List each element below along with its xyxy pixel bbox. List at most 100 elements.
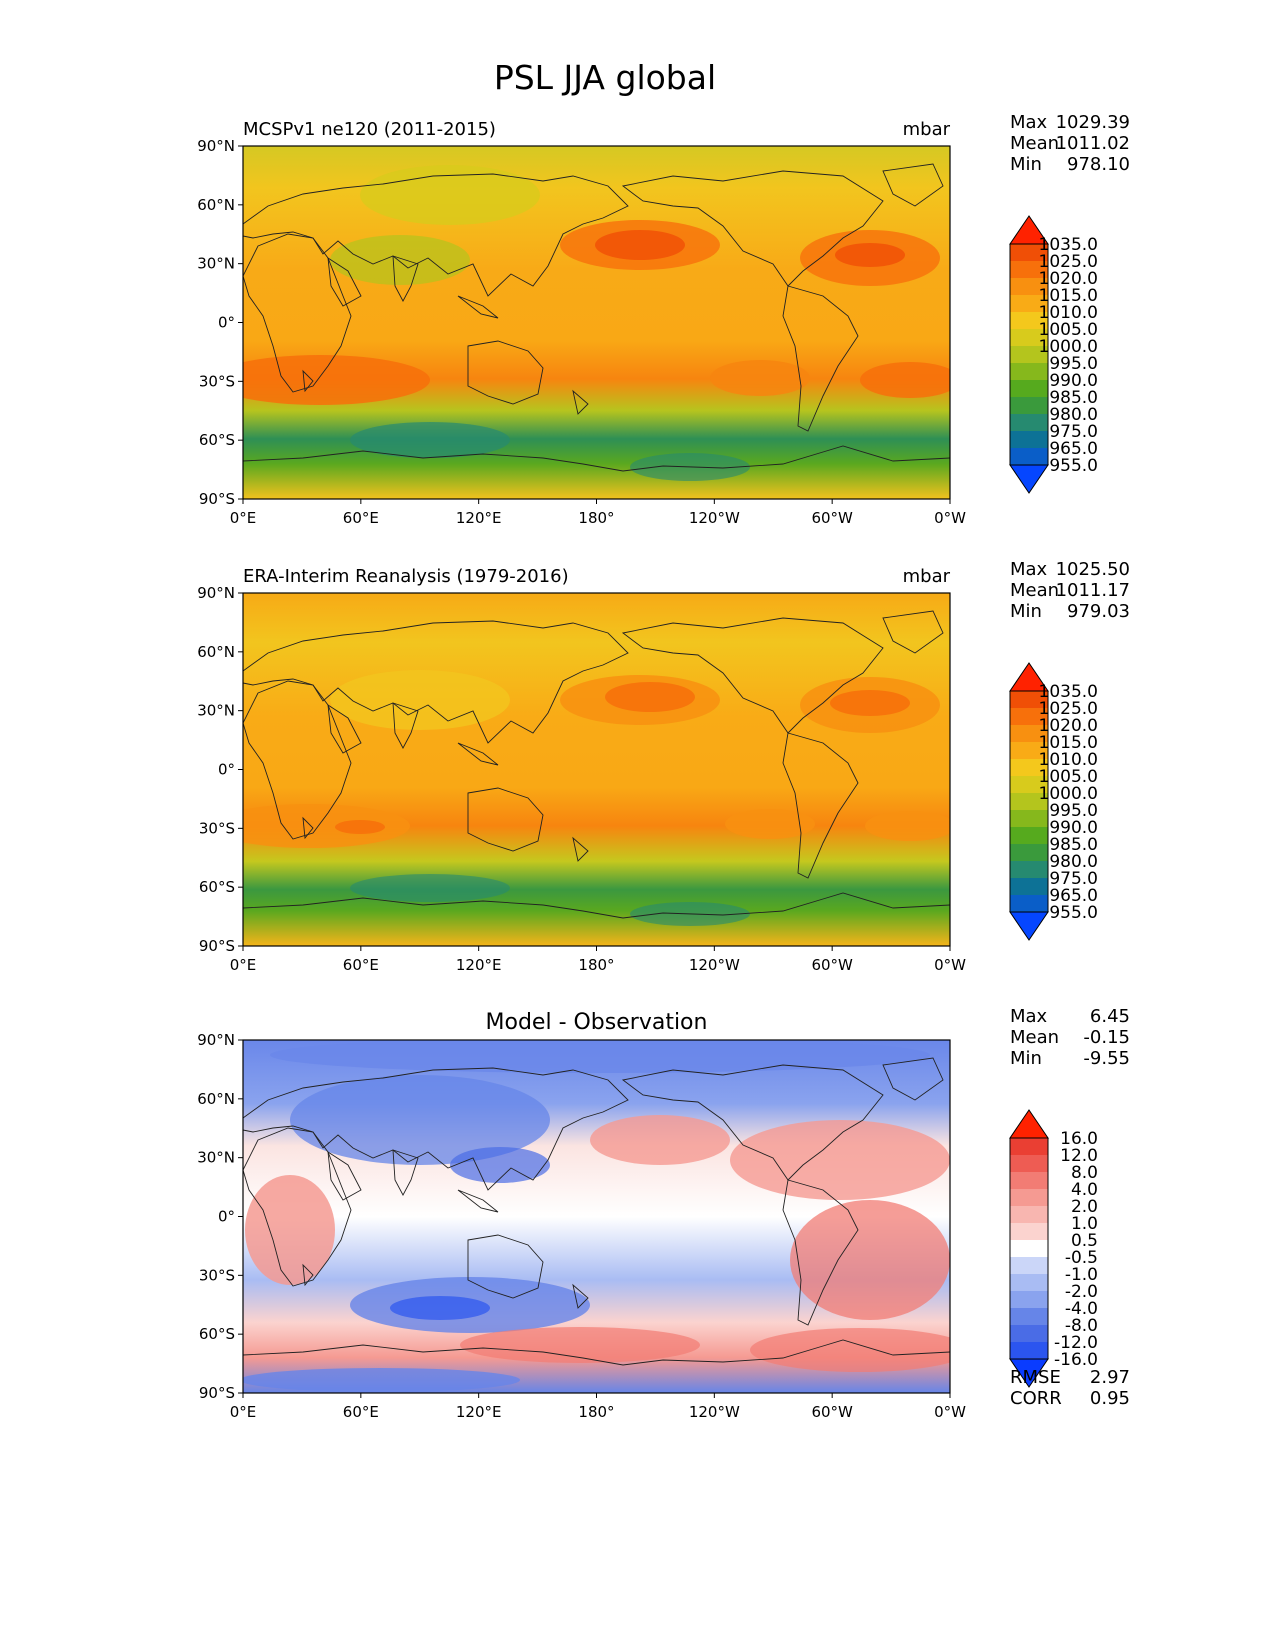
colorbar-tick-label: -8.0: [1065, 1316, 1098, 1336]
lon-tick-label: 0°E: [230, 509, 257, 527]
colorbar-tick-label: -1.0: [1065, 1265, 1098, 1285]
lat-tick-label: 90°S: [199, 1384, 235, 1402]
lon-tick-label: 120°E: [456, 956, 502, 974]
map-field-model: [243, 146, 950, 499]
panel-model: [242, 145, 951, 500]
stat-label: Max: [1010, 559, 1048, 580]
colorbar-segment: [1010, 448, 1048, 466]
units-label: mbar: [903, 566, 951, 587]
lon-tick-label: 60°E: [343, 509, 379, 527]
colorbar-segment: [1010, 329, 1048, 347]
colorbar-segment: [1010, 725, 1048, 743]
stat-value: 1011.02: [1056, 133, 1130, 154]
lat-tick-label: 90°N: [197, 584, 235, 602]
lon-tick-label: 0°W: [934, 509, 966, 527]
lat-tick-label: 0°: [218, 761, 235, 779]
lon-tick-label: 60°W: [811, 1403, 853, 1421]
colorbar-segment: [1010, 742, 1048, 760]
lon-tick-label: 120°W: [689, 509, 740, 527]
lat-tick-label: 90°N: [197, 1031, 235, 1049]
colorbar-segment: [1010, 278, 1048, 296]
lon-tick-label: 0°E: [230, 1403, 257, 1421]
lat-tick-label: 30°N: [197, 255, 235, 273]
lat-tick-label: 30°S: [199, 372, 235, 390]
colorbar-tick-label: 1.0: [1071, 1214, 1098, 1234]
lat-tick-label: 0°: [218, 314, 235, 332]
lon-tick-label: 60°E: [343, 956, 379, 974]
lon-tick-label: 180°: [578, 509, 614, 527]
lon-tick-label: 120°E: [456, 1403, 502, 1421]
colorbar-tick-label: 4.0: [1071, 1180, 1098, 1200]
panel-title: Model - Observation: [486, 1010, 708, 1035]
stat-value: 978.10: [1067, 154, 1130, 175]
lon-tick-label: 0°W: [934, 956, 966, 974]
colorbar-tick-label: 995.0: [1049, 354, 1098, 374]
colorbar-extend-max: [1009, 1109, 1049, 1139]
colorbar-tick-label: 1005.0: [1039, 767, 1098, 787]
colorbar-outline: [1009, 1137, 1049, 1360]
colorbar-extend-min: [1009, 464, 1049, 494]
lon-tick-label: 180°: [578, 956, 614, 974]
lat-tick-label: 30°S: [199, 819, 235, 837]
colorbar-segment: [1010, 1189, 1048, 1207]
colorbar-segment: [1010, 1274, 1048, 1292]
colorbar-tick-label: 995.0: [1049, 801, 1098, 821]
lon-tick-label: 180°: [578, 1403, 614, 1421]
panel-diff: [242, 1039, 951, 1394]
colorbar-tick-label: 1000.0: [1039, 784, 1098, 804]
map-field-diff: [243, 1040, 950, 1393]
stat-value: -9.55: [1083, 1048, 1130, 1069]
colorbar-segment: [1010, 1240, 1048, 1258]
colorbar-segment: [1010, 759, 1048, 777]
colorbar-tick-label: 985.0: [1049, 388, 1098, 408]
colorbar-segment: [1010, 844, 1048, 862]
lon-tick-label: 120°E: [456, 509, 502, 527]
colorbar-tick-label: 965.0: [1049, 886, 1098, 906]
lat-tick-label: 90°S: [199, 490, 235, 508]
stat-value: 979.03: [1067, 601, 1130, 622]
colorbar-tick-label: 1025.0: [1039, 699, 1098, 719]
colorbar-tick-label: 965.0: [1049, 439, 1098, 459]
colorbar-tick-label: 1020.0: [1039, 716, 1098, 736]
colorbar-segment: [1010, 244, 1048, 262]
colorbar-tick-label: -12.0: [1054, 1333, 1098, 1353]
panel-title: ERA-Interim Reanalysis (1979-2016): [243, 566, 569, 587]
colorbar-segment: [1010, 827, 1048, 845]
lon-tick-label: 120°W: [689, 1403, 740, 1421]
colorbar-tick-label: -4.0: [1065, 1299, 1098, 1319]
colorbar-tick-label: 0.5: [1071, 1231, 1098, 1251]
colorbar-segment: [1010, 1172, 1048, 1190]
stat-label: Mean: [1010, 1027, 1059, 1048]
panel-title: MCSPv1 ne120 (2011-2015): [243, 119, 496, 140]
lon-tick-label: 60°W: [811, 956, 853, 974]
lon-tick-label: 0°E: [230, 956, 257, 974]
stat-label: CORR: [1010, 1388, 1062, 1409]
colorbar-tick-label: 990.0: [1049, 818, 1098, 838]
colorbar-tick-label: 1035.0: [1039, 682, 1098, 702]
lat-tick-label: 60°N: [197, 196, 235, 214]
figure-title: PSL JJA global: [494, 58, 716, 97]
colorbar-segment: [1010, 380, 1048, 398]
colorbar-segment: [1010, 1342, 1048, 1360]
colorbar-segment: [1010, 261, 1048, 279]
colorbar-segment: [1010, 1308, 1048, 1326]
colorbar-tick-label: -0.5: [1065, 1248, 1098, 1268]
colorbar-tick-label: 1010.0: [1039, 750, 1098, 770]
colorbar-segment: [1010, 793, 1048, 811]
lat-tick-label: 60°S: [199, 878, 235, 896]
colorbar-tick-label: 1005.0: [1039, 320, 1098, 340]
units-label: mbar: [903, 119, 951, 140]
colorbar-segment: [1010, 1206, 1048, 1224]
colorbar-outline: [1009, 243, 1049, 466]
lat-tick-label: 60°N: [197, 1090, 235, 1108]
colorbar-tick-label: 1015.0: [1039, 733, 1098, 753]
colorbar-segment: [1010, 691, 1048, 709]
colorbar-tick-label: 2.0: [1071, 1197, 1098, 1217]
lat-tick-label: 60°S: [199, 1325, 235, 1343]
colorbar-segment: [1010, 776, 1048, 794]
lon-tick-label: 120°W: [689, 956, 740, 974]
lon-tick-label: 0°W: [934, 1403, 966, 1421]
stat-label: Min: [1010, 154, 1042, 175]
lat-tick-label: 30°N: [197, 1149, 235, 1167]
